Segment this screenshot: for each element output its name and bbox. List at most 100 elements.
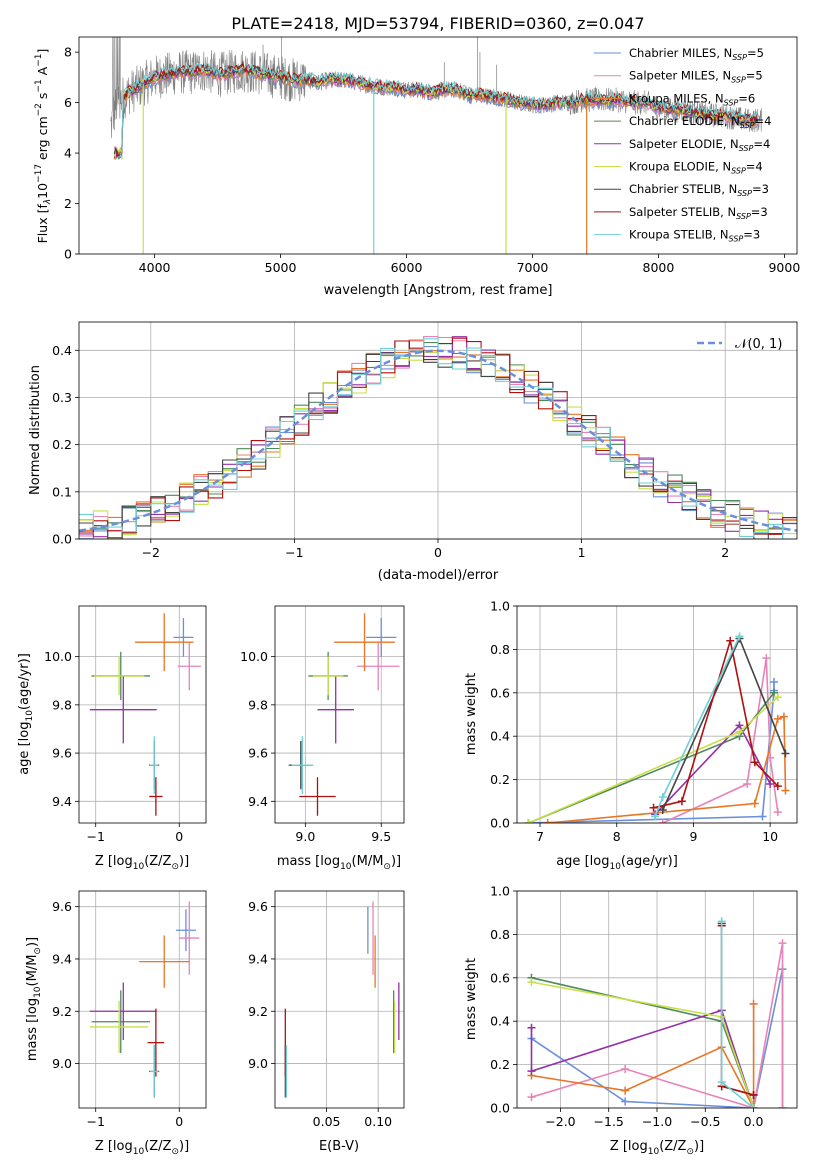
plot-area (89, 613, 201, 816)
y-tick-label: 0.2 (490, 1057, 510, 1072)
y-tick-label: 0.3 (52, 390, 72, 405)
weight-marker (621, 1097, 630, 1106)
axes-frame (516, 605, 798, 824)
legend-label: Chabrier MILES, NSSP=5 (629, 46, 764, 62)
weight-line (531, 981, 755, 1108)
weight-marker (749, 1090, 758, 1099)
x-tick-label: −0.5 (690, 1114, 720, 1129)
panel-age_vs_Z: −1 0 9.4 9.6 9.8 10.0 Z [log10(Z/Z⊙)] age [log1… (17, 605, 207, 872)
y-axis-label: Normed distribution (28, 365, 43, 495)
weight-marker (527, 1023, 536, 1032)
y-axis-label: age [log10(age/yr)] (17, 653, 35, 775)
x-tick-label: 9 (689, 829, 697, 844)
panel-weight_vs_age: 7 8 9 10 0.0 0.2 0.4 0.6 0.8 1.0 age [log10(age/yr… (464, 599, 798, 872)
x-tick-label: −1 (86, 1114, 104, 1129)
weight-marker (778, 1104, 787, 1108)
legend-label: Chabrier STELIB, NSSP=3 (629, 182, 769, 198)
x-axis-label: (data-model)/error (378, 568, 499, 583)
weight-marker (779, 712, 788, 721)
y-tick-label: 0.8 (490, 927, 510, 942)
y-tick-label: 0.0 (52, 532, 72, 547)
x-tick-label: −1 (86, 829, 104, 844)
x-axis-label: Z [log10(Z/Z⊙)] (95, 1139, 189, 1157)
weight-marker (735, 727, 744, 736)
weight-line (720, 923, 754, 1096)
weight-line (720, 921, 755, 1108)
weight-marker (781, 786, 790, 795)
x-tick-label: 0.10 (364, 1114, 392, 1129)
weight-line (531, 977, 755, 1108)
y-tick-label: 0.6 (490, 685, 510, 700)
weight-line (653, 640, 779, 809)
legend: Chabrier MILES, NSSP=5 Salpeter MILES, NS… (594, 46, 771, 244)
x-tick-label: 1 (578, 545, 586, 560)
weight-marker (717, 1077, 726, 1086)
panel-weight_vs_Z: −2.0 −1.5 −1.0 −0.5 0.0 0.0 0.2 0.4 0.6 0.8 1.0 Z [… (464, 884, 798, 1157)
weight-marker (773, 782, 782, 791)
x-tick-label: 2 (721, 545, 729, 560)
weight-marker (621, 1064, 630, 1073)
weight-line (528, 692, 775, 823)
y-tick-label: 8 (64, 45, 72, 60)
weight-marker (621, 1086, 630, 1095)
legend-label: Salpeter ELODIE, NSSP=4 (629, 137, 770, 153)
x-axis-label: Z [log10(Z/Z⊙)] (610, 1139, 704, 1157)
legend-label: Salpeter MILES, NSSP=5 (629, 69, 763, 85)
plot-area (288, 613, 400, 816)
y-tick-label: 0 (64, 247, 72, 262)
model-spectrum (113, 61, 759, 160)
weight-marker (658, 792, 667, 801)
histogram-steps (79, 340, 797, 539)
weight-marker (773, 693, 782, 702)
plot-area (527, 917, 787, 1108)
weight-marker (750, 799, 759, 808)
x-tick-label: 5000 (265, 260, 297, 275)
x-tick-label: 8 (613, 829, 621, 844)
x-axis-label: Z [log10(Z/Z⊙)] (95, 854, 189, 872)
y-tick-label: 9.2 (52, 1004, 72, 1019)
weight-marker (762, 654, 771, 663)
legend-label: Chabrier ELODIE, NSSP=4 (629, 114, 771, 130)
weight-marker (527, 1067, 536, 1076)
y-tick-label: 10.0 (240, 649, 268, 664)
y-tick-label: 9.4 (52, 951, 72, 966)
x-tick-label: 7 (536, 829, 544, 844)
weight-line (528, 682, 775, 823)
x-tick-label: 9000 (768, 260, 800, 275)
x-tick-label: −2 (142, 545, 160, 560)
y-axis-label: mass weight (464, 673, 479, 755)
x-tick-label: 0.05 (313, 1114, 341, 1129)
axes-frame (78, 605, 207, 824)
panel-mass_vs_EBV: 0.05 0.10 9.0 9.2 9.4 9.6 E(B-V) (248, 890, 405, 1154)
y-tick-label: 0.4 (490, 1014, 510, 1029)
x-axis-label: E(B-V) (319, 1139, 359, 1154)
grid (275, 891, 404, 1108)
weight-marker (677, 797, 686, 806)
weight-marker (769, 677, 778, 686)
y-tick-label: 9.4 (248, 951, 268, 966)
legend: 𝒩(0, 1) (697, 337, 782, 352)
weight-line (720, 925, 754, 1096)
y-tick-label: 9.0 (248, 1056, 268, 1071)
weight-marker (773, 808, 782, 817)
weight-marker (735, 632, 744, 641)
y-tick-label: 0.4 (52, 343, 72, 358)
y-tick-label: 0.2 (490, 772, 510, 787)
y-tick-label: 2 (64, 196, 72, 211)
grid (79, 891, 206, 1108)
axes-frame (78, 890, 207, 1109)
x-tick-label: 9.5 (371, 829, 391, 844)
panel-residuals: −2 −1 0 1 2 0.0 0.1 0.2 0.3 0.4 𝒩(0, 1) (data-model… (28, 321, 798, 583)
panel-mass_vs_Z: −1 0 9.0 9.2 9.4 9.6 Z [log10(Z/Z⊙)] mass [log1… (25, 890, 207, 1157)
y-tick-label: 6 (64, 95, 72, 110)
chart-title: PLATE=2418, MJD=53794, FIBERID=0360, z=0… (231, 14, 644, 33)
weight-marker (773, 714, 782, 723)
x-tick-label: −1.5 (594, 1114, 624, 1129)
axes-frame (78, 36, 798, 255)
weight-marker (543, 819, 552, 823)
x-tick-label: 9.0 (295, 829, 315, 844)
y-tick-label: 9.6 (52, 899, 72, 914)
grid (517, 605, 797, 824)
normal-curve (79, 349, 797, 532)
